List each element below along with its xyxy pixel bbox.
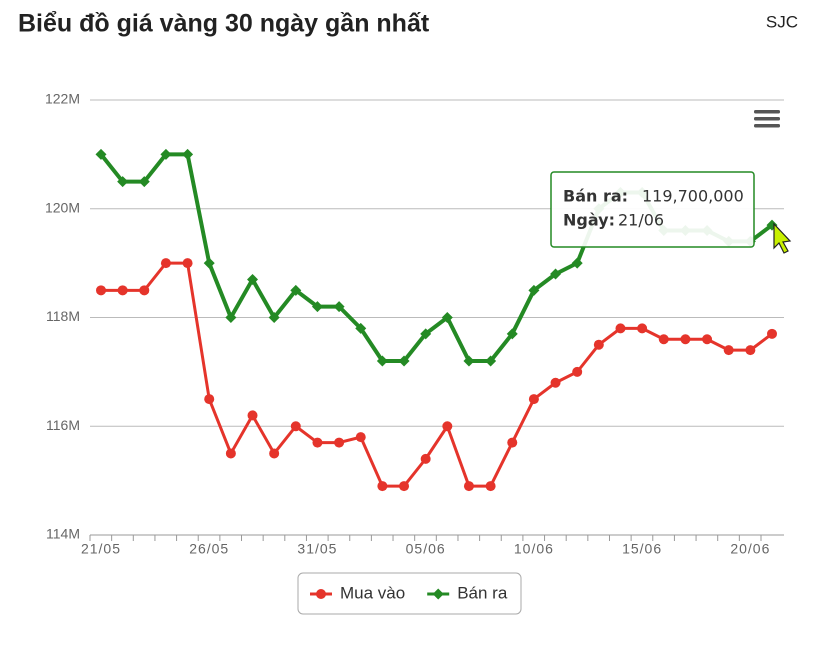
legend-label: Bán ra bbox=[457, 583, 508, 602]
legend: Mua vào Bán ra bbox=[310, 583, 508, 602]
tooltip-date: 21/06 bbox=[618, 211, 664, 230]
x-tick-label: 20/06 bbox=[730, 541, 770, 557]
point bbox=[333, 301, 345, 313]
point bbox=[117, 285, 128, 296]
point bbox=[702, 334, 713, 345]
point bbox=[506, 328, 518, 340]
point bbox=[637, 323, 648, 334]
menu-bar bbox=[754, 117, 780, 121]
point bbox=[204, 394, 215, 405]
point bbox=[247, 273, 259, 285]
legend-label: Mua vào bbox=[340, 583, 405, 602]
point bbox=[507, 437, 518, 448]
point bbox=[269, 448, 280, 459]
point bbox=[377, 481, 388, 492]
point bbox=[463, 481, 474, 492]
point bbox=[139, 285, 150, 296]
plot-area: 114M 116M 118M 120M 122M 21/05 26/05 31/05 05/06… bbox=[45, 91, 784, 557]
tooltip-date-key: Ngày: bbox=[563, 211, 615, 230]
point bbox=[680, 334, 691, 345]
point bbox=[432, 588, 444, 600]
menu-button[interactable] bbox=[754, 110, 780, 128]
menu-bar bbox=[754, 124, 780, 128]
point bbox=[290, 284, 302, 296]
x-tick-label: 10/06 bbox=[514, 541, 554, 557]
tooltip: Bán ra: 119,700,000 Ngày: 21/06 bbox=[550, 171, 755, 248]
point bbox=[485, 355, 497, 367]
x-tick-label: 15/06 bbox=[622, 541, 662, 557]
point bbox=[268, 312, 280, 323]
point bbox=[95, 148, 107, 160]
point bbox=[160, 148, 172, 160]
point bbox=[593, 339, 604, 350]
point bbox=[355, 432, 366, 443]
tooltip-key: Bán ra: bbox=[563, 187, 628, 206]
point bbox=[355, 322, 367, 334]
point bbox=[334, 437, 345, 448]
point bbox=[485, 481, 496, 492]
y-tick-label: 120M bbox=[45, 199, 80, 215]
point bbox=[550, 377, 561, 388]
point bbox=[723, 345, 734, 356]
x-tick-label: 21/05 bbox=[81, 541, 121, 557]
x-tick-label: 31/05 bbox=[297, 541, 337, 557]
point bbox=[316, 589, 326, 599]
point bbox=[290, 421, 301, 432]
y-tick-label: 116M bbox=[46, 417, 80, 433]
legend-box bbox=[297, 572, 522, 615]
point bbox=[96, 285, 106, 296]
point bbox=[615, 323, 626, 334]
point bbox=[182, 148, 194, 160]
point bbox=[138, 176, 150, 188]
point bbox=[117, 176, 129, 188]
point bbox=[160, 258, 171, 269]
point bbox=[571, 257, 583, 269]
cursor bbox=[773, 222, 792, 254]
point bbox=[572, 366, 583, 377]
y-tick-label: 118M bbox=[46, 308, 80, 324]
point bbox=[398, 355, 410, 367]
point bbox=[767, 328, 777, 339]
y-tick-label: 114M bbox=[46, 526, 80, 542]
point bbox=[745, 345, 756, 356]
point bbox=[463, 355, 475, 367]
point bbox=[311, 301, 323, 313]
y-tick-label: 122M bbox=[45, 91, 80, 107]
point bbox=[442, 421, 453, 432]
point bbox=[550, 268, 562, 280]
point bbox=[225, 448, 236, 459]
chart-title: Biểu đồ giá vàng 30 ngày gần nhất bbox=[18, 10, 430, 38]
point bbox=[441, 312, 453, 323]
x-tick-label: 05/06 bbox=[406, 541, 446, 557]
point bbox=[420, 328, 432, 340]
point bbox=[528, 394, 539, 405]
point bbox=[420, 453, 431, 464]
series-line bbox=[101, 261, 773, 488]
tooltip-value: 119,700,000 bbox=[642, 187, 744, 206]
source-label: SJC bbox=[766, 12, 798, 31]
point bbox=[225, 312, 237, 323]
point bbox=[312, 437, 323, 448]
point bbox=[182, 258, 193, 269]
point bbox=[528, 284, 540, 296]
point bbox=[658, 334, 669, 345]
menu-bar bbox=[754, 110, 780, 114]
point bbox=[376, 355, 388, 367]
tooltip-box bbox=[550, 171, 755, 248]
point bbox=[399, 481, 410, 492]
point bbox=[203, 257, 215, 269]
x-tick-label: 26/05 bbox=[189, 541, 229, 557]
point bbox=[247, 410, 258, 421]
